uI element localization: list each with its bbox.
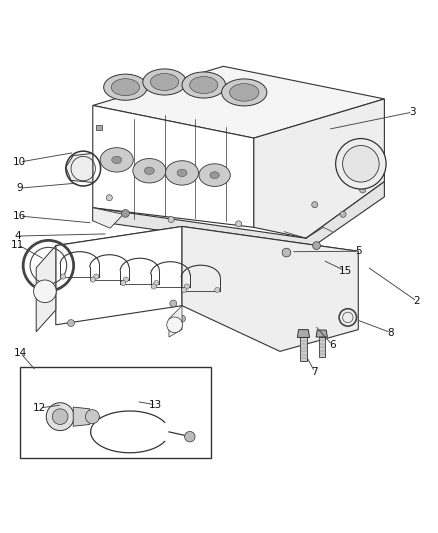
Text: 7: 7	[311, 367, 318, 377]
Circle shape	[360, 187, 366, 193]
Polygon shape	[254, 99, 385, 238]
Polygon shape	[56, 227, 358, 270]
Circle shape	[313, 241, 321, 249]
Ellipse shape	[210, 172, 219, 179]
Text: 10: 10	[13, 157, 26, 167]
Text: 14: 14	[14, 348, 27, 358]
Ellipse shape	[190, 77, 218, 93]
Circle shape	[336, 139, 386, 189]
Circle shape	[151, 284, 156, 289]
Circle shape	[90, 277, 95, 282]
Polygon shape	[73, 407, 90, 426]
Circle shape	[168, 216, 174, 223]
Text: 12: 12	[33, 403, 46, 413]
Bar	[96, 125, 102, 130]
Polygon shape	[318, 337, 325, 357]
Circle shape	[60, 274, 66, 279]
Polygon shape	[297, 329, 310, 337]
Polygon shape	[56, 227, 182, 325]
Polygon shape	[36, 246, 56, 332]
Circle shape	[34, 280, 56, 303]
Circle shape	[343, 146, 379, 182]
Polygon shape	[169, 305, 182, 337]
Circle shape	[170, 300, 177, 307]
Ellipse shape	[177, 169, 187, 176]
Polygon shape	[93, 106, 254, 228]
Text: 13: 13	[149, 400, 162, 410]
Polygon shape	[93, 66, 385, 138]
Ellipse shape	[133, 158, 166, 183]
Polygon shape	[182, 227, 358, 351]
Polygon shape	[66, 154, 93, 182]
Circle shape	[185, 431, 195, 442]
Ellipse shape	[166, 161, 198, 185]
Circle shape	[120, 280, 126, 286]
Circle shape	[312, 201, 318, 208]
Circle shape	[46, 403, 74, 431]
Circle shape	[52, 409, 68, 424]
Circle shape	[184, 284, 189, 289]
Ellipse shape	[150, 74, 179, 91]
Text: 5: 5	[355, 246, 362, 256]
Text: 11: 11	[11, 240, 25, 250]
Circle shape	[67, 320, 74, 327]
Ellipse shape	[222, 79, 267, 106]
Ellipse shape	[111, 79, 140, 96]
Bar	[20, 367, 211, 458]
Ellipse shape	[230, 84, 259, 101]
Circle shape	[182, 287, 187, 293]
Text: 6: 6	[329, 340, 336, 350]
Ellipse shape	[112, 156, 122, 164]
Circle shape	[123, 277, 128, 282]
Polygon shape	[93, 208, 123, 228]
Circle shape	[94, 274, 99, 279]
Circle shape	[282, 248, 291, 257]
Ellipse shape	[100, 148, 133, 172]
Circle shape	[215, 287, 220, 293]
Circle shape	[167, 317, 183, 333]
Ellipse shape	[143, 69, 186, 95]
Text: 16: 16	[13, 211, 26, 221]
Circle shape	[121, 209, 129, 217]
Circle shape	[236, 221, 242, 227]
Circle shape	[154, 280, 159, 286]
Circle shape	[179, 315, 185, 322]
Polygon shape	[93, 182, 385, 251]
Circle shape	[106, 195, 113, 201]
Circle shape	[340, 211, 346, 217]
Text: 2: 2	[414, 296, 420, 306]
Ellipse shape	[104, 74, 147, 100]
Text: 4: 4	[14, 231, 21, 241]
Ellipse shape	[145, 167, 154, 174]
Text: 8: 8	[388, 328, 394, 337]
Polygon shape	[300, 337, 307, 361]
Polygon shape	[316, 330, 327, 337]
Circle shape	[85, 410, 99, 424]
Text: 15: 15	[339, 266, 352, 276]
Text: 3: 3	[410, 107, 416, 117]
Text: 9: 9	[16, 183, 23, 193]
Ellipse shape	[199, 164, 230, 187]
Ellipse shape	[182, 72, 226, 98]
